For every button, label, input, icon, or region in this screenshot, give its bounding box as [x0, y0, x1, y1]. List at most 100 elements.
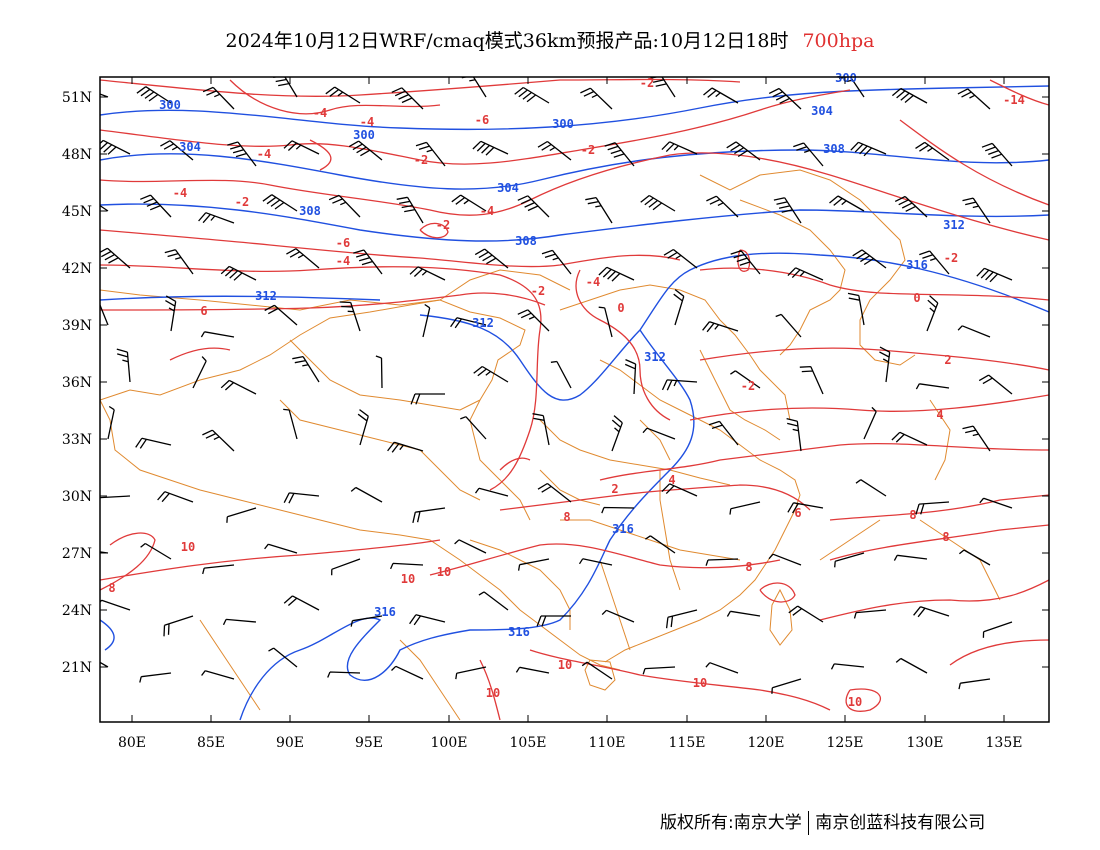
wind-barb	[708, 420, 739, 446]
wind-barb	[100, 303, 109, 326]
wind-barb-shape	[787, 267, 824, 281]
wind-barb	[268, 647, 298, 668]
wind-barb-shape	[472, 140, 509, 156]
wind-barb	[915, 141, 950, 161]
wind-barb-shape	[222, 618, 257, 626]
lat-label: 45N	[62, 204, 92, 220]
temperature-label: 0	[913, 291, 920, 305]
lon-label: 100E	[431, 735, 468, 751]
footer-left: 版权所有:南京大学	[660, 813, 802, 833]
wind-barb	[387, 441, 424, 453]
wind-barb-shape	[100, 247, 131, 269]
wind-barb	[327, 671, 361, 678]
wind-barb-shape	[915, 501, 950, 515]
wind-barb-shape	[578, 558, 613, 566]
wind-barb-shape	[202, 564, 235, 575]
temperature-label: 8	[942, 530, 949, 544]
wind-barb-shape	[788, 605, 824, 623]
wind-barb	[863, 406, 877, 440]
wind-barb	[262, 194, 298, 212]
wind-barb-shape	[705, 558, 739, 566]
wind-barb-shape	[357, 409, 369, 446]
wind-barb	[957, 325, 991, 338]
lon-label: 105E	[510, 735, 547, 751]
wind-barb	[283, 595, 320, 611]
wind-barb-shape	[220, 265, 257, 281]
temperature-label: 10	[558, 658, 572, 672]
wind-barb	[640, 194, 676, 212]
lat-label: 36N	[62, 375, 92, 391]
temperature-label: 8	[108, 581, 115, 595]
wind-barb-shape	[226, 507, 257, 523]
wind-barb	[478, 591, 509, 611]
wind-barb	[981, 142, 1013, 167]
lat-label: 30N	[62, 489, 92, 505]
wind-barb	[550, 360, 572, 389]
temperature-label: -4	[360, 115, 374, 129]
wind-barb-shape	[799, 365, 824, 395]
wind-barb-shape	[192, 356, 207, 389]
temperature-label: -2	[436, 218, 450, 232]
wind-barb-shape	[140, 542, 172, 560]
wind-barb-shape	[200, 331, 235, 338]
wind-barb	[773, 197, 802, 224]
wind-barb	[160, 140, 194, 161]
wind-barb-shape	[412, 507, 446, 524]
wind-barb-shape	[891, 431, 928, 446]
wind-barb	[412, 507, 446, 524]
wind-barb-shape	[601, 506, 635, 514]
geopotential-label: 304	[811, 104, 833, 118]
wind-barb	[642, 427, 676, 440]
wind-barb-shape	[580, 87, 613, 110]
wind-barb	[450, 317, 487, 329]
wind-barb	[537, 140, 572, 161]
wind-barb-shape	[726, 141, 761, 161]
wind-barb-shape	[455, 666, 487, 680]
wind-barb-shape	[391, 665, 424, 680]
wind-barb	[855, 479, 887, 497]
wind-barb-shape	[541, 249, 572, 275]
wind-barb-shape	[726, 610, 761, 617]
wind-barb-shape	[893, 554, 928, 561]
wind-barb	[396, 196, 424, 224]
wind-barb	[515, 666, 550, 674]
wind-barb	[391, 665, 424, 680]
wind-barb-shape	[415, 141, 446, 167]
wind-barb-shape	[473, 365, 509, 383]
wind-barb	[768, 553, 802, 566]
geopotential-label: 304	[497, 181, 519, 195]
lon-label: 135E	[986, 735, 1023, 751]
temperature-label: 10	[437, 565, 451, 579]
geopotential-label: 316	[612, 522, 634, 536]
wind-barb-shape	[915, 141, 950, 161]
wind-barb-shape	[283, 595, 320, 611]
temperature-label: -2	[531, 284, 545, 298]
wind-barb	[661, 379, 698, 391]
wind-barb-shape	[325, 86, 361, 104]
wind-barb	[220, 379, 257, 395]
wind-barb-shape	[979, 497, 1013, 509]
wind-barb	[768, 87, 802, 110]
wind-barb-shape	[536, 615, 571, 627]
wind-barb	[328, 194, 361, 218]
wind-barb	[834, 552, 865, 568]
temperature-label: 6	[794, 506, 801, 520]
wind-barb-shape	[100, 661, 109, 668]
wind-barb	[982, 621, 1013, 638]
wind-barb	[100, 139, 131, 155]
wind-barb-shape	[409, 614, 446, 626]
wind-barb	[350, 486, 383, 503]
wind-barb	[891, 431, 928, 446]
wind-barb-shape	[202, 429, 235, 452]
wind-barb	[451, 194, 487, 212]
wind-barb	[665, 609, 698, 629]
title-level: 700hpa	[802, 30, 875, 52]
temperature-label: -6	[475, 113, 489, 127]
footer-right: 南京创蓝科技有限公司	[815, 813, 986, 833]
wind-barb	[164, 249, 194, 275]
wind-barb-shape	[839, 77, 865, 98]
wind-barb	[663, 248, 698, 269]
wind-barb-shape	[915, 383, 950, 390]
wind-barb	[200, 331, 235, 338]
